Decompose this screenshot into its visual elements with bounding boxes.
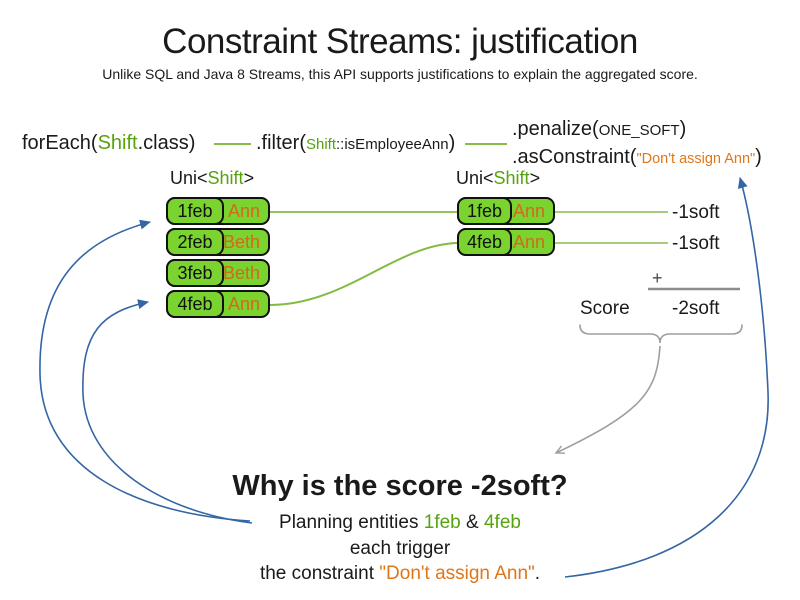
- line3-prefix: the constraint: [259, 563, 380, 584]
- type-param: Shift: [493, 168, 530, 188]
- filter-expression: .filter(Shift::isEmployeeAnn): [256, 132, 455, 155]
- right-stream-table: Ann 1feb Ann 4feb: [457, 197, 555, 256]
- explanation-line1: Planning entities 1feb & 4feb: [0, 512, 800, 534]
- penalize-suffix: ): [679, 118, 687, 140]
- filtered-row-4feb: Ann 4feb: [457, 228, 555, 256]
- penalty-1feb: -1soft: [672, 202, 720, 223]
- score-label: Score: [580, 298, 630, 319]
- page-subtitle: Unlike SQL and Java 8 Streams, this API …: [102, 66, 698, 82]
- type-param: Shift: [207, 168, 244, 188]
- entity-4feb-ref: 4feb: [483, 512, 521, 533]
- explanation-line3: the constraint "Don't assign Ann".: [0, 563, 800, 585]
- gray-arrow-score-to-why: [554, 345, 661, 454]
- foreach-class-type: Shift: [97, 132, 138, 154]
- filtered-row-1feb: Ann 1feb: [457, 197, 555, 225]
- type-prefix: Uni<: [456, 168, 494, 188]
- penalty-4feb: -1soft: [672, 233, 720, 254]
- date-cell: 3feb: [166, 259, 224, 287]
- date-cell: 1feb: [166, 197, 224, 225]
- asconstraint-suffix: ): [755, 146, 762, 168]
- shift-row-4feb: Ann 4feb: [166, 290, 270, 318]
- score-total: -2soft: [672, 298, 720, 319]
- filter-method: ::isEmployeeAnn: [336, 136, 449, 153]
- line1-prefix: Planning entities: [279, 512, 424, 533]
- plus-sign: +: [652, 268, 663, 288]
- asconstraint-expression: .asConstraint("Don't assign Ann"): [512, 146, 762, 169]
- asconstraint-prefix: .asConstraint(: [512, 146, 637, 168]
- foreach-prefix: forEach(: [22, 132, 98, 154]
- penalize-expression: .penalize(ONE_SOFT): [512, 118, 686, 141]
- link-4feb-to-filtered: [269, 242, 458, 306]
- date-cell: 4feb: [457, 228, 512, 256]
- type-suffix: >: [243, 168, 255, 188]
- type-prefix: Uni<: [170, 168, 208, 188]
- date-cell: 4feb: [166, 290, 224, 318]
- left-stream-type-label: Uni<Shift>: [170, 168, 254, 189]
- left-stream-table: Ann 1feb Beth 2feb Beth 3feb Ann 4feb: [166, 197, 270, 318]
- shift-row-3feb: Beth 3feb: [166, 259, 270, 287]
- type-suffix: >: [529, 168, 541, 188]
- foreach-expression: forEach(Shift.class): [22, 132, 195, 155]
- date-cell: 2feb: [166, 228, 224, 256]
- page-title: Constraint Streams: justification: [162, 22, 638, 61]
- asconstraint-arg: "Don't assign Ann": [636, 151, 756, 167]
- why-heading: Why is the score -2soft?: [232, 470, 568, 502]
- penalize-prefix: .penalize(: [512, 118, 599, 140]
- shift-row-1feb: Ann 1feb: [166, 197, 270, 225]
- filter-suffix: ): [448, 132, 456, 154]
- filter-class-type: Shift: [306, 136, 337, 153]
- filter-prefix: .filter(: [256, 132, 306, 154]
- shift-row-2feb: Beth 2feb: [166, 228, 270, 256]
- date-cell: 1feb: [457, 197, 512, 225]
- constraint-name-ref: "Don't assign Ann": [379, 563, 535, 584]
- foreach-suffix: .class): [137, 132, 196, 154]
- score-brace: [579, 324, 743, 344]
- entity-1feb-ref: 1feb: [423, 512, 461, 533]
- line3-suffix: .: [534, 563, 541, 584]
- penalize-arg: ONE_SOFT: [598, 122, 680, 139]
- line1-ampersand: &: [460, 512, 484, 533]
- right-stream-type-label: Uni<Shift>: [456, 168, 540, 189]
- explanation-line2: each trigger: [349, 538, 451, 559]
